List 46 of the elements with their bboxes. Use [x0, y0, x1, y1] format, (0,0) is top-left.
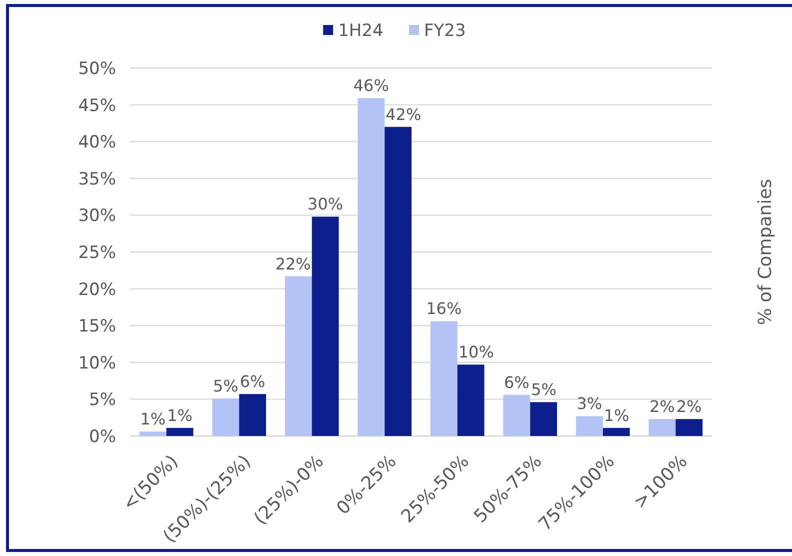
data-label: 3% — [576, 394, 602, 414]
bar — [648, 419, 676, 436]
y-tick-label: 50% — [78, 58, 116, 79]
data-label: 42% — [386, 104, 422, 124]
data-label: 22% — [275, 254, 311, 274]
y-tick-label: 0% — [89, 426, 116, 447]
data-label: 46% — [353, 76, 389, 96]
bar — [457, 364, 484, 436]
bar — [239, 394, 266, 436]
bar — [576, 416, 603, 436]
data-label: 1% — [167, 406, 193, 425]
bar — [312, 216, 339, 436]
y-tick-label: 30% — [78, 206, 116, 226]
y-tick-label: 35% — [78, 169, 116, 190]
data-label: 6% — [504, 372, 530, 392]
bar — [384, 126, 412, 436]
y-axis-title: % of Companies — [755, 178, 776, 326]
bar — [358, 98, 385, 436]
bar — [530, 402, 558, 436]
y-tick-label: 45% — [78, 96, 116, 116]
data-label: 30% — [308, 194, 344, 214]
bar — [284, 276, 312, 436]
bar — [139, 432, 166, 436]
y-tick-label: 20% — [78, 280, 116, 300]
data-label: 2% — [649, 397, 675, 416]
data-label: 5% — [531, 380, 557, 400]
data-label: 6% — [240, 372, 266, 392]
bar — [166, 428, 194, 436]
bar — [676, 419, 703, 436]
data-label: 10% — [458, 342, 494, 362]
legend-label: FY23 — [424, 20, 466, 41]
data-label: 1% — [604, 406, 630, 425]
data-label: 16% — [426, 299, 462, 318]
y-tick-label: 25% — [78, 242, 116, 263]
data-label: 1% — [140, 410, 166, 429]
bar — [430, 321, 458, 436]
legend-label: 1H24 — [338, 20, 384, 41]
y-tick-label: 5% — [89, 390, 116, 410]
data-label: 5% — [212, 376, 238, 396]
y-tick-label: 40% — [78, 132, 116, 153]
bar — [212, 398, 240, 436]
y-tick-label: 10% — [78, 353, 116, 374]
bar — [602, 428, 630, 436]
y-tick-label: 15% — [78, 316, 116, 337]
data-label: 2% — [676, 397, 702, 416]
bar — [503, 394, 530, 436]
